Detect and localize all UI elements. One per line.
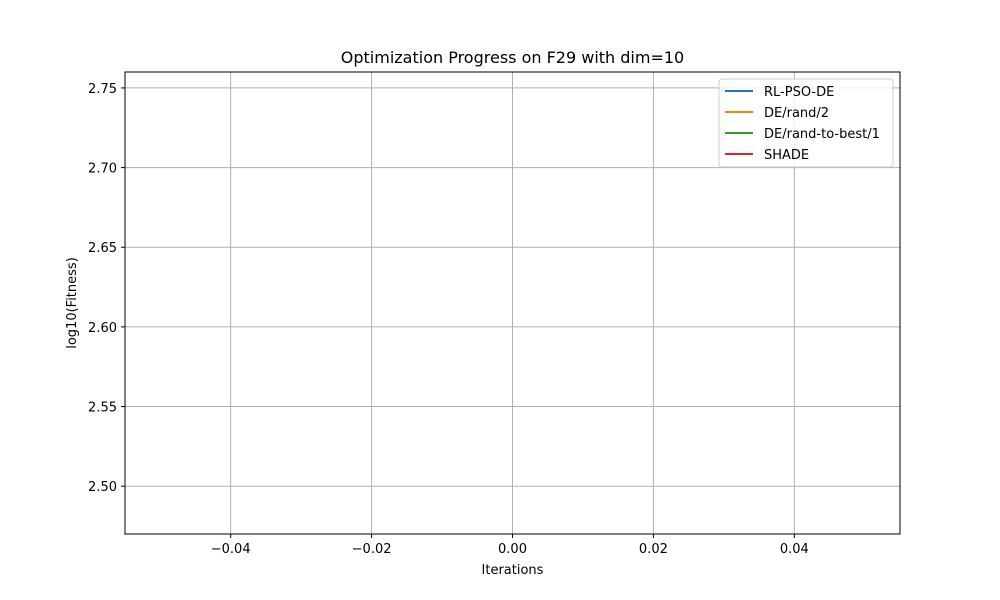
y-axis: 2.50 2.55 2.60 2.65 2.70 2.75: [88, 82, 125, 495]
x-tick-label: −0.02: [352, 542, 392, 557]
x-tick-label: 0.04: [780, 542, 809, 557]
grid: [125, 72, 900, 534]
y-tick-label: 2.55: [88, 401, 117, 416]
legend: RL-PSO-DE DE/rand/2 DE/rand-to-best/1 SHADE: [718, 78, 894, 168]
y-tick-label: 2.60: [88, 321, 117, 336]
y-tick-label: 2.70: [88, 162, 117, 177]
legend-label: SHADE: [764, 148, 809, 163]
y-tick-label: 2.50: [88, 480, 117, 495]
legend-label: DE/rand-to-best/1: [764, 127, 880, 142]
x-tick-label: −0.04: [211, 542, 251, 557]
chart-title: Optimization Progress on F29 with dim=10: [341, 48, 684, 67]
y-axis-label: log10(Fitness): [65, 257, 80, 349]
x-axis: −0.04 −0.02 0.00 0.02 0.04: [211, 534, 809, 557]
legend-box: [718, 78, 894, 168]
x-axis-label: Iterations: [482, 563, 544, 578]
legend-label: RL-PSO-DE: [764, 85, 834, 100]
y-tick-label: 2.75: [88, 82, 117, 97]
y-tick-label: 2.65: [88, 241, 117, 256]
legend-label: DE/rand/2: [764, 106, 829, 121]
x-tick-label: 0.02: [639, 542, 668, 557]
x-tick-label: 0.00: [498, 542, 527, 557]
